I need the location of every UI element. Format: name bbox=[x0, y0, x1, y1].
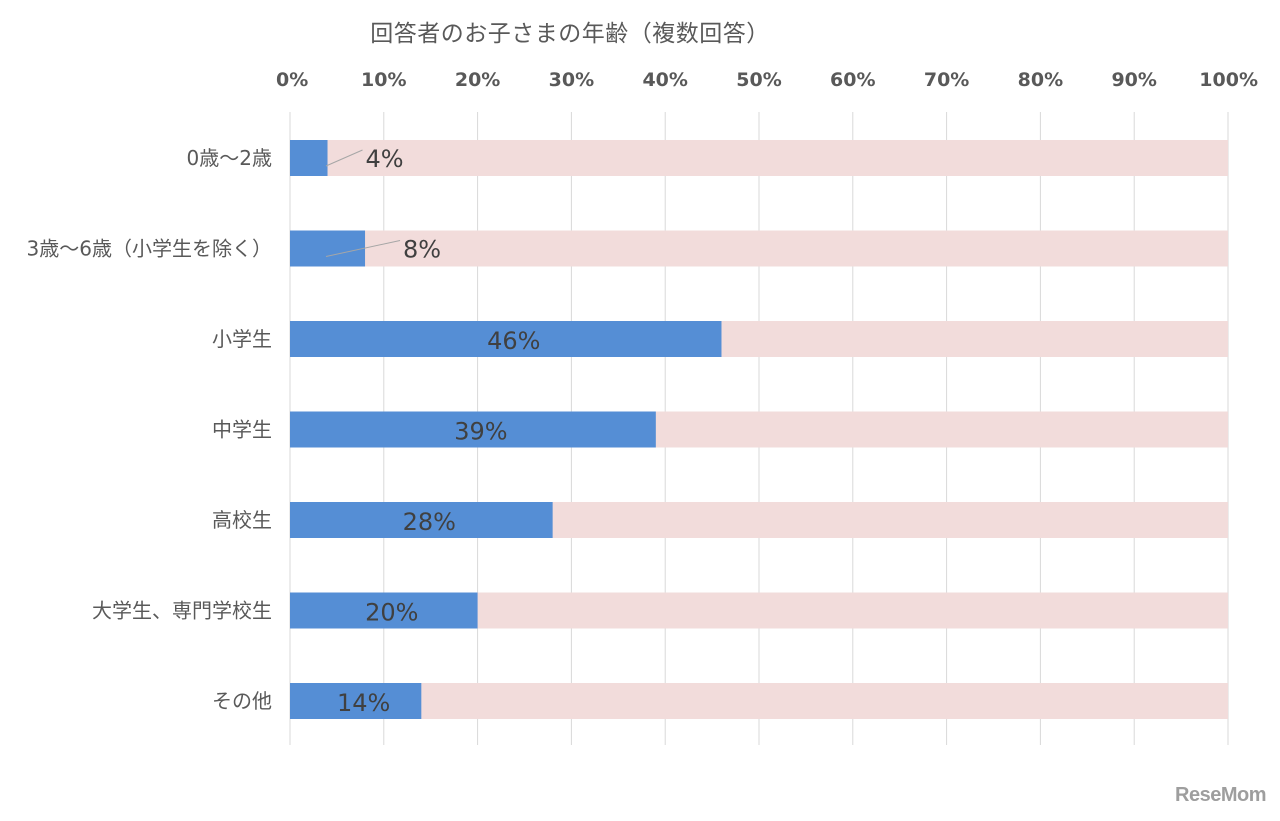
bar bbox=[290, 140, 328, 176]
x-tick-label: 40% bbox=[642, 69, 687, 91]
data-label: 20% bbox=[365, 599, 418, 627]
bar bbox=[290, 230, 366, 267]
x-tick-label: 70% bbox=[924, 69, 969, 91]
x-tick-label: 90% bbox=[1111, 69, 1156, 91]
data-label: 14% bbox=[337, 689, 390, 717]
data-labels: 4% 8% 46% 39% 28% 20% 14% bbox=[325, 145, 540, 717]
bar bbox=[290, 411, 656, 448]
leader-line bbox=[325, 149, 363, 167]
category-label: その他 bbox=[212, 689, 272, 713]
bar bbox=[290, 683, 422, 719]
bar bbox=[290, 321, 722, 357]
x-tick-label: 30% bbox=[549, 69, 594, 91]
background-bar bbox=[290, 683, 1228, 719]
x-tick-label: 60% bbox=[830, 69, 875, 91]
x-tick-label: 100% bbox=[1199, 69, 1258, 91]
leader-line bbox=[325, 240, 401, 257]
x-axis-ticks: 0% 10% 20% 30% 40% 50% 60% 70% 80% 90% 100% bbox=[276, 69, 1258, 91]
data-label: 28% bbox=[403, 508, 456, 536]
bar bbox=[290, 592, 478, 629]
data-label: 39% bbox=[454, 418, 507, 446]
background-bar bbox=[290, 230, 1228, 267]
chart-title: 回答者のお子さまの年齢（複数回答） bbox=[370, 21, 770, 47]
bar bbox=[290, 502, 553, 538]
x-tick-label: 10% bbox=[361, 69, 406, 91]
category-label: 中学生 bbox=[212, 418, 272, 442]
x-tick-label: 50% bbox=[736, 69, 781, 91]
category-label: 大学生、専門学校生 bbox=[92, 599, 272, 623]
category-label: 高校生 bbox=[212, 508, 272, 532]
category-label: 3歳～6歳（小学生を除く） bbox=[27, 237, 272, 261]
x-tick-label: 80% bbox=[1018, 69, 1063, 91]
bars bbox=[290, 140, 1228, 719]
data-label: 8% bbox=[403, 236, 441, 264]
resemom-logo: ReseMom bbox=[1175, 784, 1266, 806]
data-label: 46% bbox=[487, 327, 540, 355]
category-label: 0歳～2歳 bbox=[187, 146, 272, 170]
data-label: 4% bbox=[366, 145, 404, 173]
category-label: 小学生 bbox=[212, 327, 272, 351]
x-tick-label: 0% bbox=[276, 69, 308, 91]
background-bar bbox=[290, 140, 1228, 176]
x-tick-label: 20% bbox=[455, 69, 500, 91]
